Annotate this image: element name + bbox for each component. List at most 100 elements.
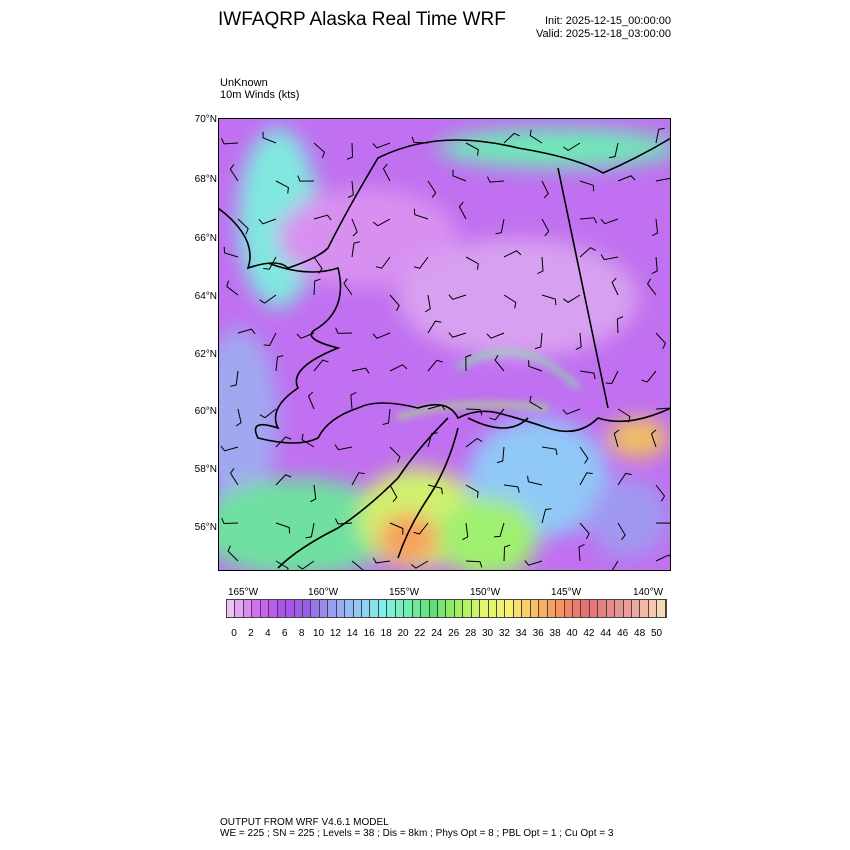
wind-barb [220,445,239,452]
wind-barb [313,359,329,372]
wind-barb [579,180,595,192]
colorbar-swatch [463,600,472,617]
lat-label: 64°N [194,291,217,302]
colorbar-swatch [378,600,388,617]
wind-barb [579,446,589,464]
wind-barb [541,180,549,199]
wind-barb [651,218,659,237]
colorbar-swatch [269,600,278,617]
wind-barb [529,129,543,144]
colorbar-swatch [395,600,405,617]
colorbar-label: 34 [515,628,527,639]
colorbar-swatch [589,600,599,617]
wind-barb [655,407,671,412]
colorbar-label: 50 [650,628,663,639]
wind-barb [537,256,544,274]
wind-barb [605,370,619,385]
wind-barb [297,560,315,570]
colorbar-swatch [302,600,312,617]
colorbar [226,599,667,618]
colorbar-swatch [530,600,540,617]
colorbar-swatch [252,600,261,617]
wind-barb [579,217,598,224]
wind-barb [579,370,596,380]
colorbar-swatch [421,600,430,617]
wind-barb [263,332,277,347]
wind-barb [258,218,277,225]
model-config: WE = 225 ; SN = 225 ; Levels = 38 ; Dis … [220,828,614,839]
wind-barb [563,142,581,152]
colorbar-swatch [260,600,270,617]
colorbar-swatch [319,600,329,617]
colorbar-swatch [572,600,582,617]
wind-barb [237,218,249,235]
wind-barb [527,475,543,486]
wind-barb [465,256,479,270]
wind-barb [613,429,620,448]
colorbar-swatch [581,600,590,617]
colorbar-label: 24 [431,628,443,639]
colorbar-swatch [615,600,624,617]
wind-speed-field [218,128,671,571]
wind-barb [389,522,404,535]
wind-barb [600,218,619,225]
wind-barb [275,522,291,534]
colorbar-label: 14 [346,628,358,639]
wind-barb [313,278,321,296]
wind-barb [313,256,323,274]
wind-barb [275,436,292,448]
wind-barbs [220,127,671,571]
wind-barb [655,484,666,502]
colorbar-swatch [547,600,557,617]
colorbar-swatch [235,600,244,617]
colorbar-swatch [404,600,413,617]
wind-barb [655,127,665,144]
wind-barb [578,544,585,562]
colorbar-swatch [336,600,346,617]
colorbar-swatch [522,600,531,617]
wind-barb [575,332,582,351]
wind-barb [617,522,626,541]
colorbar-label: 26 [448,628,460,639]
colorbar-swatch [294,600,303,617]
colorbar-label: 44 [600,628,612,639]
wind-barb [655,332,667,349]
wind-barb [641,370,657,383]
colorbar-swatch [387,600,396,617]
colorbar-label: 36 [532,628,544,639]
wind-barb [389,446,401,463]
colorbar-swatch [623,600,632,617]
wind-barb [486,332,505,339]
colorbar-swatch [480,600,489,617]
wind-barb [611,277,619,296]
colorbar-swatch [648,600,658,617]
wind-barb [448,294,467,300]
wind-barb [275,560,289,571]
wind-barb [346,142,354,160]
wind-barb [305,522,315,539]
wind-barb [297,175,315,182]
wind-barb [494,354,505,372]
wind-barb [496,446,505,464]
wind-barb [226,280,239,296]
lon-label: 140°W [632,587,664,598]
colorbar-swatch [488,600,497,617]
colorbar-swatch [505,600,514,617]
wind-barb [424,294,431,313]
wind-barb [541,294,557,306]
wind-barb [351,560,364,571]
colorbar-swatch [328,600,337,617]
wind-barb [227,545,239,562]
colorbar-swatch [311,600,320,617]
colorbar-swatch [277,600,287,617]
colorbar-swatch [606,600,616,617]
wind-barb [579,472,593,486]
wind-barb [465,142,479,156]
lat-label: 70°N [194,114,217,125]
wind-barb [427,180,437,198]
lon-label: 160°W [307,587,339,598]
colorbar-label: 6 [281,628,288,639]
wind-barb [351,218,358,237]
lat-label: 56°N [194,522,217,533]
